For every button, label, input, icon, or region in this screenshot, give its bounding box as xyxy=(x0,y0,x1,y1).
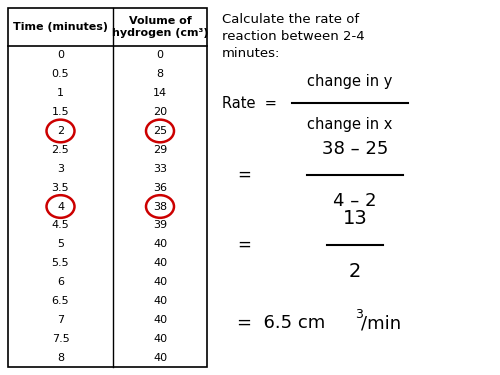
Text: 14: 14 xyxy=(153,88,167,98)
Text: 8: 8 xyxy=(57,352,64,363)
Text: 4.5: 4.5 xyxy=(52,220,70,230)
Text: 40: 40 xyxy=(153,239,167,249)
Text: 2.5: 2.5 xyxy=(52,145,70,155)
Text: 0: 0 xyxy=(57,51,64,60)
Text: 40: 40 xyxy=(153,258,167,268)
Text: =: = xyxy=(237,236,251,254)
Text: Calculate the rate of: Calculate the rate of xyxy=(222,13,359,26)
Text: 1.5: 1.5 xyxy=(52,107,70,117)
Text: =  6.5 cm: = 6.5 cm xyxy=(237,314,325,332)
Text: 1: 1 xyxy=(57,88,64,98)
Text: 38 – 25: 38 – 25 xyxy=(322,140,388,158)
Text: 0: 0 xyxy=(156,51,164,60)
Text: Time (minutes): Time (minutes) xyxy=(13,22,108,32)
Text: change in x: change in x xyxy=(308,117,392,132)
Text: /min: /min xyxy=(361,314,401,332)
Text: 38: 38 xyxy=(153,201,167,211)
Text: 20: 20 xyxy=(153,107,167,117)
Text: 2: 2 xyxy=(349,262,361,281)
Text: 29: 29 xyxy=(153,145,167,155)
Text: 40: 40 xyxy=(153,352,167,363)
Text: 40: 40 xyxy=(153,277,167,287)
Text: change in y: change in y xyxy=(308,74,392,89)
Text: 4: 4 xyxy=(57,201,64,211)
Text: 36: 36 xyxy=(153,183,167,193)
Text: 3.5: 3.5 xyxy=(52,183,70,193)
Text: 40: 40 xyxy=(153,315,167,325)
Text: 5: 5 xyxy=(57,239,64,249)
Text: reaction between 2-4: reaction between 2-4 xyxy=(222,30,364,43)
Bar xyxy=(8,8,207,367)
Text: Rate  =: Rate = xyxy=(222,96,277,111)
Text: 33: 33 xyxy=(153,164,167,174)
Text: Volume of
hydrogen (cm³): Volume of hydrogen (cm³) xyxy=(112,16,208,38)
Text: 13: 13 xyxy=(342,209,367,228)
Text: 39: 39 xyxy=(153,220,167,230)
Text: 6.5: 6.5 xyxy=(52,296,70,306)
Text: 0.5: 0.5 xyxy=(52,69,70,80)
Text: 6: 6 xyxy=(57,277,64,287)
Text: 2: 2 xyxy=(57,126,64,136)
Text: 4 – 2: 4 – 2 xyxy=(333,192,377,210)
Text: 25: 25 xyxy=(153,126,167,136)
Text: 40: 40 xyxy=(153,296,167,306)
Text: 8: 8 xyxy=(156,69,164,80)
Text: minutes:: minutes: xyxy=(222,47,280,60)
Text: =: = xyxy=(237,166,251,184)
Text: 7: 7 xyxy=(57,315,64,325)
Text: 40: 40 xyxy=(153,334,167,344)
Text: 3: 3 xyxy=(57,164,64,174)
Text: 7.5: 7.5 xyxy=(52,334,70,344)
Text: 3: 3 xyxy=(355,308,363,321)
Text: 5.5: 5.5 xyxy=(52,258,70,268)
